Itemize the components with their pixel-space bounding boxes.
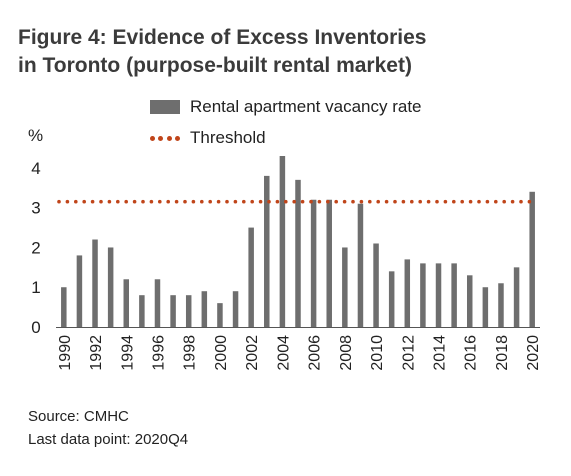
legend-bar-swatch xyxy=(150,100,180,114)
bar-2005 xyxy=(295,179,301,327)
bar-2010 xyxy=(373,243,379,327)
x-tick-label-2018: 2018 xyxy=(494,335,511,371)
bar-2020 xyxy=(529,191,535,327)
bar-2002 xyxy=(248,227,254,327)
x-tick-label-1990: 1990 xyxy=(57,335,74,371)
bar-1999 xyxy=(201,291,208,327)
legend-threshold-swatch xyxy=(150,131,180,145)
x-tick-label-2010: 2010 xyxy=(369,335,386,371)
x-tick-label-2002: 2002 xyxy=(244,335,261,371)
legend-bar-label: Rental apartment vacancy rate xyxy=(190,97,422,116)
y-axis-unit-label: % xyxy=(28,126,44,145)
bar-2009 xyxy=(357,203,364,327)
bar-2014 xyxy=(435,263,442,327)
x-tick-label-1998: 1998 xyxy=(182,335,199,371)
bar-1996 xyxy=(154,279,161,327)
bar-1997 xyxy=(170,295,176,327)
chart-title-line-2: in Toronto (purpose-built rental market) xyxy=(18,54,412,77)
bar-2001 xyxy=(232,291,239,327)
bar-2006 xyxy=(310,199,317,327)
x-tick-label-2004: 2004 xyxy=(275,335,292,371)
bar-2012 xyxy=(404,259,411,327)
y-tick-label-2: 2 xyxy=(31,238,40,257)
x-tick-label-1996: 1996 xyxy=(150,335,167,371)
bar-2017 xyxy=(482,287,489,327)
y-tick-label-4: 4 xyxy=(31,159,40,178)
x-tick-label-1994: 1994 xyxy=(119,335,136,371)
legend-threshold-label: Threshold xyxy=(190,128,266,147)
bar-2019 xyxy=(513,267,520,327)
x-axis: 1990 1992 1994 1996 1998 2000 2002 2004 2006 2008… xyxy=(56,327,542,371)
bar-2018 xyxy=(498,283,504,327)
bar-1995 xyxy=(139,295,145,327)
bar-2003 xyxy=(264,175,270,327)
bar-1990 xyxy=(61,287,67,327)
chart-title: Figure 4: Evidence of Excess Inventories… xyxy=(18,24,427,80)
x-tick-label-2014: 2014 xyxy=(432,335,449,371)
bar-1992 xyxy=(92,239,98,327)
bar-2016 xyxy=(466,275,473,327)
x-tick-label-2016: 2016 xyxy=(463,335,480,371)
bar-2011 xyxy=(388,271,395,327)
bar-2008 xyxy=(342,247,348,327)
legend-item-threshold: Threshold xyxy=(150,127,266,149)
bars-group xyxy=(61,156,535,327)
x-tick-label-2000: 2000 xyxy=(213,335,230,371)
y-axis: 0 1 2 3 4 xyxy=(31,159,40,337)
bar-1991 xyxy=(76,255,83,327)
last-data-point-note: Last data point: 2020Q4 xyxy=(28,431,189,448)
y-tick-label-0: 0 xyxy=(31,318,40,337)
source-note: Source: CMHC xyxy=(28,408,129,425)
bar-1993 xyxy=(107,247,114,327)
bar-2013 xyxy=(420,263,426,327)
bar-2000 xyxy=(217,303,223,327)
bar-1994 xyxy=(123,279,130,327)
x-tick-label-2008: 2008 xyxy=(338,335,355,371)
x-tick-label-2006: 2006 xyxy=(307,335,324,371)
bar-1998 xyxy=(185,295,192,327)
x-tick-label-1992: 1992 xyxy=(88,335,105,371)
y-tick-label-3: 3 xyxy=(31,199,40,218)
x-tick-label-2012: 2012 xyxy=(400,335,417,371)
bar-2004 xyxy=(279,156,286,327)
legend-item-bars: Rental apartment vacancy rate xyxy=(150,96,422,118)
chart-title-line-1: Figure 4: Evidence of Excess Inventories xyxy=(18,26,427,49)
bar-2007 xyxy=(326,199,332,327)
bar-2015 xyxy=(451,263,457,327)
y-tick-label-1: 1 xyxy=(31,278,40,297)
x-tick-label-2020: 2020 xyxy=(525,335,542,371)
